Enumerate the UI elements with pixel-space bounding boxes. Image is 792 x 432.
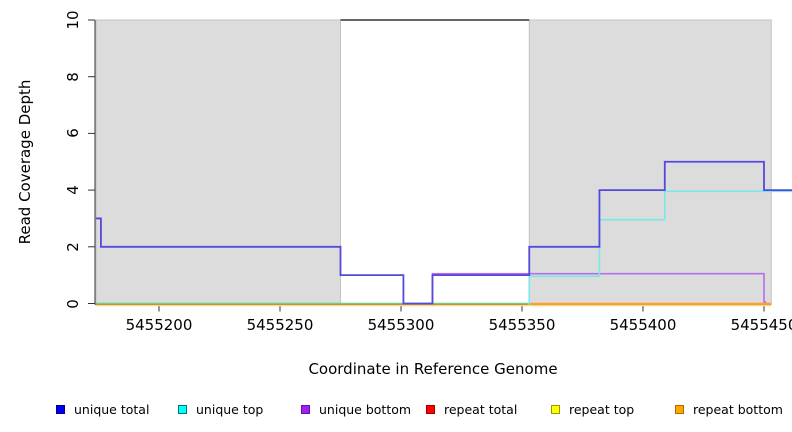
y-tick-label: 4 [64, 185, 82, 195]
legend-swatch-icon [426, 404, 435, 414]
legend-item-repeat-bottom: repeat bottom [675, 401, 783, 417]
y-tick-label: 2 [64, 242, 82, 252]
x-tick-label: 5455200 [125, 316, 193, 334]
x-tick-label: 5455450 [730, 316, 792, 334]
legend-item-unique-bottom: unique bottom [301, 401, 411, 417]
legend-label: unique top [196, 401, 264, 417]
legend-swatch-icon [301, 404, 310, 414]
x-tick-label: 5455250 [246, 316, 314, 334]
y-axis-title: Read Coverage Depth [16, 79, 34, 245]
y-tick-label: 6 [64, 128, 82, 139]
shaded-region [95, 19, 341, 305]
legend-item-unique-total: unique total [56, 401, 149, 417]
x-tick-label: 5455350 [488, 316, 556, 334]
legend-label: unique total [74, 401, 150, 417]
y-tick-label: 10 [64, 10, 82, 30]
legend-label: repeat top [569, 401, 635, 417]
y-tick-label: 8 [64, 71, 82, 82]
legend-label: repeat total [444, 401, 518, 417]
legend-swatch-icon [675, 404, 684, 414]
legend-swatch-icon [56, 404, 65, 414]
legend-item-repeat-total: repeat total [426, 401, 517, 417]
x-tick-label: 5455300 [367, 316, 435, 334]
legend-label: repeat bottom [693, 401, 783, 417]
x-tick-label: 5455400 [609, 316, 677, 334]
legend-item-unique-top: unique top [178, 401, 263, 417]
x-axis-title: Coordinate in Reference Genome [308, 360, 558, 378]
legend-swatch-icon [551, 404, 560, 414]
legend-item-repeat-top: repeat top [551, 401, 634, 417]
series-unique-total [96, 160, 792, 305]
legend-swatch-icon [178, 404, 187, 414]
y-tick-label: 0 [64, 298, 82, 309]
legend-label: unique bottom [319, 401, 412, 417]
